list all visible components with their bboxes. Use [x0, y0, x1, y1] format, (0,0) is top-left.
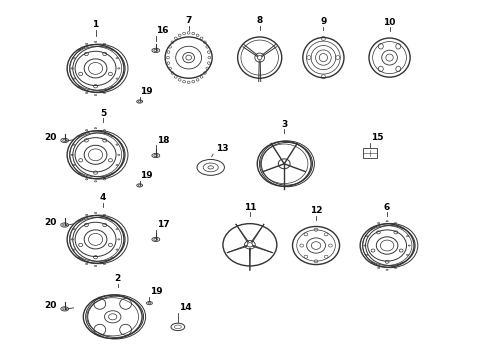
Text: 20: 20: [44, 133, 56, 142]
Text: 13: 13: [216, 144, 228, 153]
Text: 16: 16: [156, 26, 169, 35]
Text: 4: 4: [99, 193, 106, 202]
Text: 20: 20: [44, 217, 56, 227]
Text: 10: 10: [383, 18, 396, 27]
Text: 6: 6: [384, 203, 390, 212]
Text: 19: 19: [140, 87, 152, 96]
Text: 18: 18: [157, 136, 170, 145]
Text: 12: 12: [310, 206, 322, 215]
Text: 11: 11: [244, 203, 256, 212]
Text: 19: 19: [150, 287, 163, 296]
Text: 17: 17: [157, 220, 170, 229]
Text: 1: 1: [93, 20, 98, 29]
Text: 8: 8: [257, 16, 263, 25]
Text: 15: 15: [371, 133, 384, 142]
Text: 9: 9: [320, 17, 327, 26]
Text: 2: 2: [115, 274, 121, 283]
Text: 14: 14: [179, 303, 192, 312]
Text: 19: 19: [140, 171, 152, 180]
Text: 20: 20: [44, 302, 56, 310]
Text: 7: 7: [185, 16, 192, 25]
Bar: [363, 148, 377, 158]
Text: 3: 3: [281, 120, 287, 129]
Text: 5: 5: [100, 109, 106, 118]
